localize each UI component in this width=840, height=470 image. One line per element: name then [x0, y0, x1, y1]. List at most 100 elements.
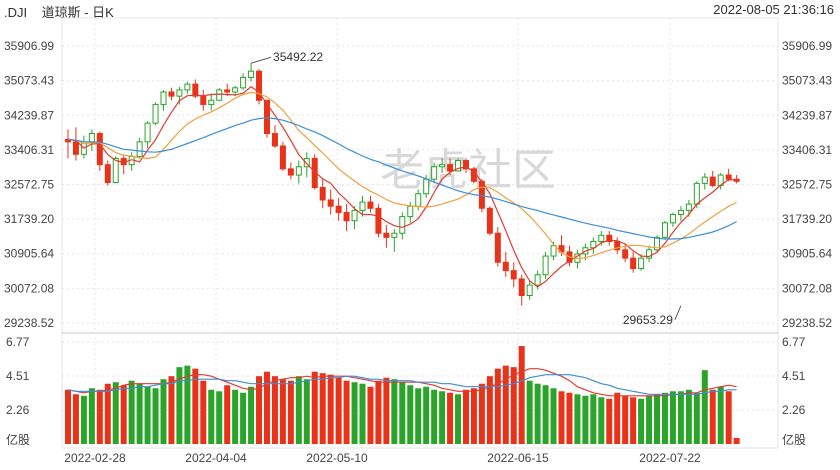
- price-tick-left: 34239.87: [4, 108, 54, 122]
- candle-body: [263, 99, 270, 135]
- volume-bar: [383, 377, 390, 444]
- candle-body: [502, 261, 509, 272]
- volume-bar: [72, 394, 79, 444]
- candle-body: [319, 187, 326, 201]
- volume-bar: [470, 388, 477, 444]
- volume-tick-right: 6.77: [782, 335, 806, 349]
- ma5-line: [67, 85, 737, 288]
- candle-body: [96, 133, 103, 166]
- plot-frame: [61, 17, 779, 449]
- x-tick-label: 2022-05-10: [306, 451, 368, 465]
- volume-bar: [200, 380, 207, 444]
- volume-bar: [319, 373, 326, 444]
- candle-body: [112, 157, 119, 184]
- volume-bar: [574, 394, 581, 444]
- candle-body: [614, 241, 621, 251]
- volume-bar: [550, 388, 557, 444]
- volume-bar: [64, 389, 71, 444]
- price-tick-left: 32572.75: [4, 178, 54, 192]
- price-tick-left: 30905.64: [4, 247, 54, 261]
- candle-body: [367, 201, 374, 209]
- candle-body: [630, 257, 637, 270]
- volume-bar: [407, 385, 414, 444]
- candle-body: [550, 245, 557, 257]
- volume-bar: [566, 392, 573, 444]
- volume-bar: [144, 386, 151, 444]
- volume-bar: [216, 391, 223, 444]
- volume-unit-right: 亿股: [782, 432, 806, 447]
- candle-body: [351, 209, 358, 222]
- volume-bar: [415, 388, 422, 444]
- candle-body: [486, 207, 493, 234]
- high-marker-label: 35492.22: [273, 50, 323, 64]
- candle-body: [709, 176, 716, 186]
- volume-bar: [343, 380, 350, 444]
- candle-body: [462, 160, 469, 170]
- volume-bar: [486, 376, 493, 444]
- volume-bar: [709, 389, 716, 444]
- volume-bar: [717, 386, 724, 444]
- price-tick-right: 33406.31: [782, 143, 832, 157]
- candle-body: [72, 141, 79, 155]
- volume-bar: [279, 379, 286, 444]
- candle-body: [287, 168, 294, 176]
- volume-bar: [439, 391, 446, 444]
- ma-lines: [67, 85, 737, 397]
- price-tick-left: 29238.52: [4, 316, 54, 330]
- candle-body: [654, 236, 661, 251]
- index-name: 道琼斯: [41, 5, 81, 20]
- volume-tick-right: 2.26: [782, 403, 806, 417]
- candle-body: [168, 91, 175, 97]
- volume-bar: [240, 392, 247, 444]
- candle-body: [200, 95, 207, 105]
- ma10-line: [67, 91, 737, 260]
- candle-body: [240, 76, 247, 89]
- candle-body: [383, 232, 390, 238]
- axes: 35906.99 35906.99 35073.43 35073.43 34239.87…: [4, 39, 832, 465]
- volume-bar: [208, 389, 215, 444]
- candle-body: [693, 182, 700, 205]
- volume-bar: [295, 376, 302, 444]
- volume-bar: [638, 398, 645, 444]
- price-tick-left: 30072.08: [4, 281, 54, 295]
- volume-bar: [176, 367, 183, 444]
- low-marker-label: 29653.29: [623, 313, 673, 327]
- volume-bar: [136, 383, 143, 444]
- candle-body: [598, 234, 605, 243]
- candle-body: [439, 164, 446, 168]
- candle-body: [590, 241, 597, 249]
- candle-body: [271, 133, 278, 147]
- price-tick-right: 35906.99: [782, 39, 832, 53]
- volume-bar: [701, 370, 708, 444]
- candle-body: [64, 138, 71, 143]
- candle-body: [224, 89, 231, 93]
- volume-bar: [558, 391, 565, 444]
- volume-bar: [669, 391, 676, 444]
- volume-bar: [184, 365, 191, 444]
- candle-body: [526, 284, 533, 297]
- volume-bar: [391, 379, 398, 444]
- vol-ma5-line: [67, 368, 737, 397]
- candle-body: [248, 70, 255, 78]
- candle-body: [447, 164, 454, 172]
- price-tick-right: 30905.64: [782, 247, 832, 261]
- candle-body: [534, 274, 541, 286]
- volume-bar: [168, 376, 175, 444]
- volume-bar: [685, 389, 692, 444]
- volume-bar: [614, 392, 621, 444]
- volume-bar: [542, 385, 549, 444]
- candle-body: [327, 199, 334, 207]
- volume-bar: [598, 397, 605, 444]
- candle-body: [136, 141, 143, 157]
- volume-bar: [327, 374, 334, 444]
- title-separator: -: [84, 5, 93, 20]
- price-tick-right: 31739.20: [782, 212, 832, 226]
- candle-body: [518, 278, 525, 297]
- volume-bar: [431, 389, 438, 444]
- price-tick-right: 29238.52: [782, 316, 832, 330]
- volume-bar: [96, 389, 103, 444]
- volume-bar: [88, 388, 95, 444]
- volume-bar: [661, 392, 668, 444]
- candle-body: [176, 89, 183, 97]
- candle-body: [685, 203, 692, 211]
